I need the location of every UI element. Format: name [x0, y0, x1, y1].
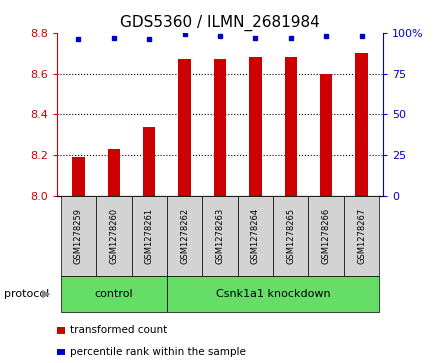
Text: protocol: protocol [4, 289, 50, 299]
Bar [320, 74, 332, 196]
Title: GDS5360 / ILMN_2681984: GDS5360 / ILMN_2681984 [120, 15, 320, 31]
Text: GSM1278267: GSM1278267 [357, 208, 366, 264]
Text: GSM1278266: GSM1278266 [322, 208, 331, 264]
Text: GSM1278264: GSM1278264 [251, 208, 260, 264]
Bar [214, 59, 226, 196]
Text: GSM1278262: GSM1278262 [180, 208, 189, 264]
Bar [285, 57, 297, 196]
Bar [178, 59, 191, 196]
Bar [356, 53, 368, 196]
Text: GSM1278261: GSM1278261 [145, 208, 154, 264]
Text: GSM1278263: GSM1278263 [216, 208, 224, 264]
Text: ▶: ▶ [42, 289, 50, 299]
Text: control: control [95, 289, 133, 299]
Bar [108, 149, 120, 196]
Bar [72, 157, 84, 196]
Text: Csnk1a1 knockdown: Csnk1a1 knockdown [216, 289, 330, 299]
Text: GSM1278265: GSM1278265 [286, 208, 295, 264]
Bar [249, 57, 262, 196]
Text: percentile rank within the sample: percentile rank within the sample [70, 347, 246, 357]
Text: GSM1278260: GSM1278260 [109, 208, 118, 264]
Text: transformed count: transformed count [70, 325, 167, 335]
Bar [143, 127, 155, 196]
Text: GSM1278259: GSM1278259 [74, 208, 83, 264]
